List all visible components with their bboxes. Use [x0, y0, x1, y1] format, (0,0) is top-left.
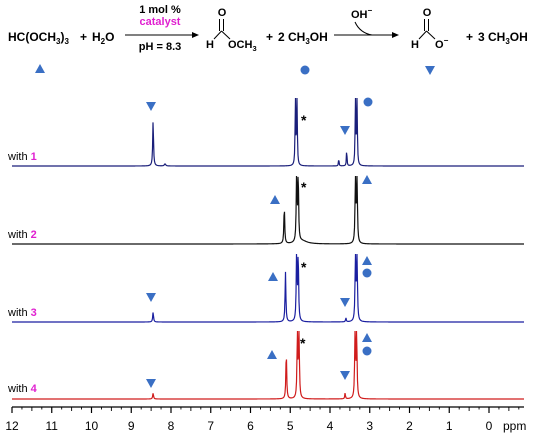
solvent-star: *	[301, 179, 307, 195]
triangle-down-marker	[340, 371, 350, 380]
triangle-up-marker	[35, 64, 45, 73]
axis-ticks: 12 11 10 9 8 7 6 5 4 3 2 1 0	[5, 407, 520, 433]
spectrum-label-1: with 1	[7, 151, 37, 163]
methyl-formate-structure: O H OCH3	[206, 7, 257, 53]
axis-tick-label: 5	[287, 419, 294, 433]
svg-text:OCH3: OCH3	[228, 39, 257, 53]
circle-marker	[363, 97, 373, 107]
circle-marker	[300, 65, 310, 75]
methanol-3eq: 3 CH3OH	[478, 30, 528, 46]
svg-text:H: H	[411, 39, 419, 51]
spectrum-label-2: with 2	[7, 229, 37, 241]
axis-tick-label: 12	[5, 419, 19, 433]
svg-text:H: H	[206, 39, 214, 51]
triangle-up-marker	[270, 195, 280, 204]
axis-tick-label: 9	[128, 419, 135, 433]
arrow-head-1	[192, 32, 199, 38]
plus-sign-2: +	[266, 30, 273, 44]
scheme-markers	[35, 64, 435, 75]
spectrum-trace-1	[12, 97, 524, 167]
formate-structure: O H O−	[411, 7, 449, 51]
triangle-down-marker	[340, 126, 350, 135]
triangle-up-marker	[362, 333, 372, 342]
peak-markers: * * * *	[146, 97, 373, 388]
svg-text:O: O	[218, 7, 227, 19]
spectrum-label-4: with 4	[7, 383, 38, 395]
triangle-down-marker	[340, 298, 350, 307]
svg-text:O: O	[423, 7, 432, 19]
axis-tick-label: 10	[85, 419, 99, 433]
solvent-star: *	[301, 259, 307, 275]
spectrum-trace-3	[12, 253, 524, 323]
triangle-down-marker	[146, 293, 156, 302]
spectra-layer	[12, 97, 524, 400]
spectrum-labels: with 1 with 2 with 3 with 4	[7, 151, 38, 395]
axis-tick-label: 8	[168, 419, 175, 433]
condition-ph: pH = 8.3	[139, 41, 182, 53]
axis-tick-label: 7	[207, 419, 214, 433]
solvent-star: *	[301, 112, 307, 128]
ppm-axis: 12 11 10 9 8 7 6 5 4 3 2 1 0 ppm	[5, 406, 526, 433]
reaction-scheme: HC(OCH3)3 + H2O 1 mol % catalyst pH = 8.…	[8, 4, 528, 53]
triangle-down-marker	[146, 102, 156, 111]
triangle-up-marker	[268, 272, 278, 281]
plus-sign-3: +	[466, 30, 473, 44]
axis-tick-label: 1	[446, 419, 453, 433]
triangle-down-marker	[425, 66, 435, 75]
triangle-up-marker	[362, 175, 372, 184]
hydroxide: OH−	[351, 6, 373, 21]
axis-tick-label: 3	[366, 419, 373, 433]
triangle-up-marker	[362, 256, 372, 265]
triangle-up-marker	[267, 350, 277, 359]
axis-tick-label: 2	[406, 419, 413, 433]
solvent-star: *	[300, 335, 306, 351]
axis-tick-label: 6	[247, 419, 254, 433]
axis-tick-label: 0	[486, 419, 493, 433]
circle-marker	[362, 346, 372, 356]
triangle-down-marker	[146, 379, 156, 388]
spectrum-trace-2	[12, 175, 524, 245]
axis-tick-label: 11	[46, 419, 59, 433]
methanol-2eq: 2 CH3OH	[278, 30, 328, 46]
condition-loading: 1 mol %	[139, 4, 181, 16]
water: H2O	[92, 30, 114, 46]
circle-marker	[362, 268, 372, 278]
arrow-head-2	[392, 32, 399, 38]
condition-catalyst: catalyst	[140, 16, 181, 28]
spectrum-label-3: with 3	[7, 307, 37, 319]
spectrum-trace-4	[12, 330, 524, 400]
axis-unit-label: ppm	[503, 419, 526, 433]
svg-text:O−: O−	[435, 36, 449, 51]
hydroxide-curl-arrow	[354, 21, 373, 36]
axis-tick-label: 4	[327, 419, 334, 433]
plus-sign-1: +	[80, 30, 87, 44]
reactant-trimethyl-orthoformate: HC(OCH3)3	[8, 30, 69, 46]
